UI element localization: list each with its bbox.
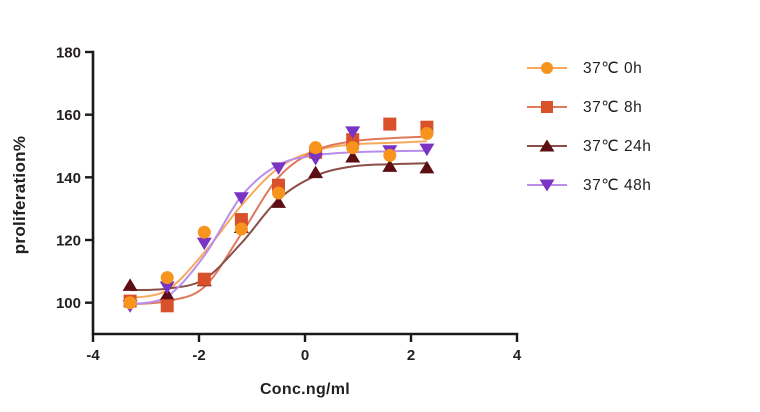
legend-square-marker-icon bbox=[527, 101, 567, 113]
x-tick-label: 4 bbox=[513, 347, 522, 364]
x-axis-title: Conc.ng/ml bbox=[259, 381, 351, 398]
y-tick-label: 100 bbox=[56, 295, 81, 312]
legend-triangle-down-marker-icon bbox=[527, 179, 567, 192]
triangle-up-icon bbox=[539, 139, 555, 152]
legend-label: 37℃ 8h bbox=[583, 98, 643, 116]
data-point-37-24h bbox=[419, 160, 435, 174]
x-tick-label: -4 bbox=[86, 347, 100, 364]
triangle-down-icon bbox=[539, 179, 555, 192]
data-point-37-8h bbox=[234, 213, 248, 227]
legend-label: 37℃ 0h bbox=[583, 59, 643, 77]
legend-item-37c-0h: 37℃ 0h bbox=[526, 56, 651, 80]
legend-triangle-up-marker-icon bbox=[527, 139, 567, 152]
data-point-37-48h bbox=[308, 153, 324, 166]
y-tick-label: 180 bbox=[56, 45, 81, 62]
data-point-37-24h bbox=[382, 159, 398, 172]
data-point-37-0h bbox=[383, 148, 397, 162]
data-point-37-24h bbox=[345, 150, 361, 163]
legend-label: 37℃ 24h bbox=[583, 137, 652, 155]
data-point-37-48h bbox=[271, 162, 286, 175]
x-tick-label: 0 bbox=[301, 347, 309, 364]
data-point-37-48h bbox=[159, 281, 175, 294]
x-tick-label: 2 bbox=[407, 347, 415, 364]
data-point-37-8h bbox=[160, 299, 174, 313]
data-point-37-0h bbox=[160, 271, 174, 285]
legend-item-37c-24h: 37℃ 24h bbox=[526, 134, 651, 158]
data-point-37-8h bbox=[383, 117, 397, 131]
legend-item-37c-8h: 37℃ 8h bbox=[526, 95, 651, 119]
data-point-37-0h bbox=[272, 186, 285, 200]
data-point-37-24h bbox=[122, 278, 138, 291]
square-icon bbox=[541, 101, 553, 113]
data-point-37-24h bbox=[271, 195, 286, 208]
y-tick-label: 140 bbox=[56, 170, 81, 187]
circle-icon bbox=[541, 62, 553, 74]
axes bbox=[91, 50, 519, 336]
y-tick-label: 120 bbox=[56, 233, 81, 250]
legend-circle-marker-icon bbox=[527, 62, 567, 74]
fit-curve-37-8h bbox=[130, 135, 427, 306]
x-tick-label: -2 bbox=[192, 347, 205, 364]
y-tick-label: 160 bbox=[56, 107, 81, 124]
legend: 37℃ 0h 37℃ 8h 37℃ 24h 37℃ 48h bbox=[526, 56, 651, 197]
legend-item-37c-48h: 37℃ 48h bbox=[526, 173, 651, 197]
data-point-37-0h bbox=[346, 141, 360, 155]
data-point-37-0h bbox=[420, 127, 434, 140]
data-point-37-24h bbox=[308, 165, 324, 179]
data-point-37-48h bbox=[196, 237, 212, 251]
y-axis-title: proliferation% bbox=[10, 135, 29, 255]
data-point-37-48h bbox=[419, 143, 435, 157]
data-point-37-0h bbox=[123, 296, 137, 310]
data-point-37-48h bbox=[345, 126, 361, 139]
data-point-37-0h bbox=[309, 141, 323, 155]
data-point-37-0h bbox=[197, 225, 211, 239]
data-point-37-24h bbox=[159, 287, 175, 301]
data-point-37-8h bbox=[197, 272, 211, 286]
data-point-37-0h bbox=[234, 222, 248, 236]
data-point-37-48h bbox=[233, 192, 249, 205]
legend-label: 37℃ 48h bbox=[583, 176, 652, 194]
